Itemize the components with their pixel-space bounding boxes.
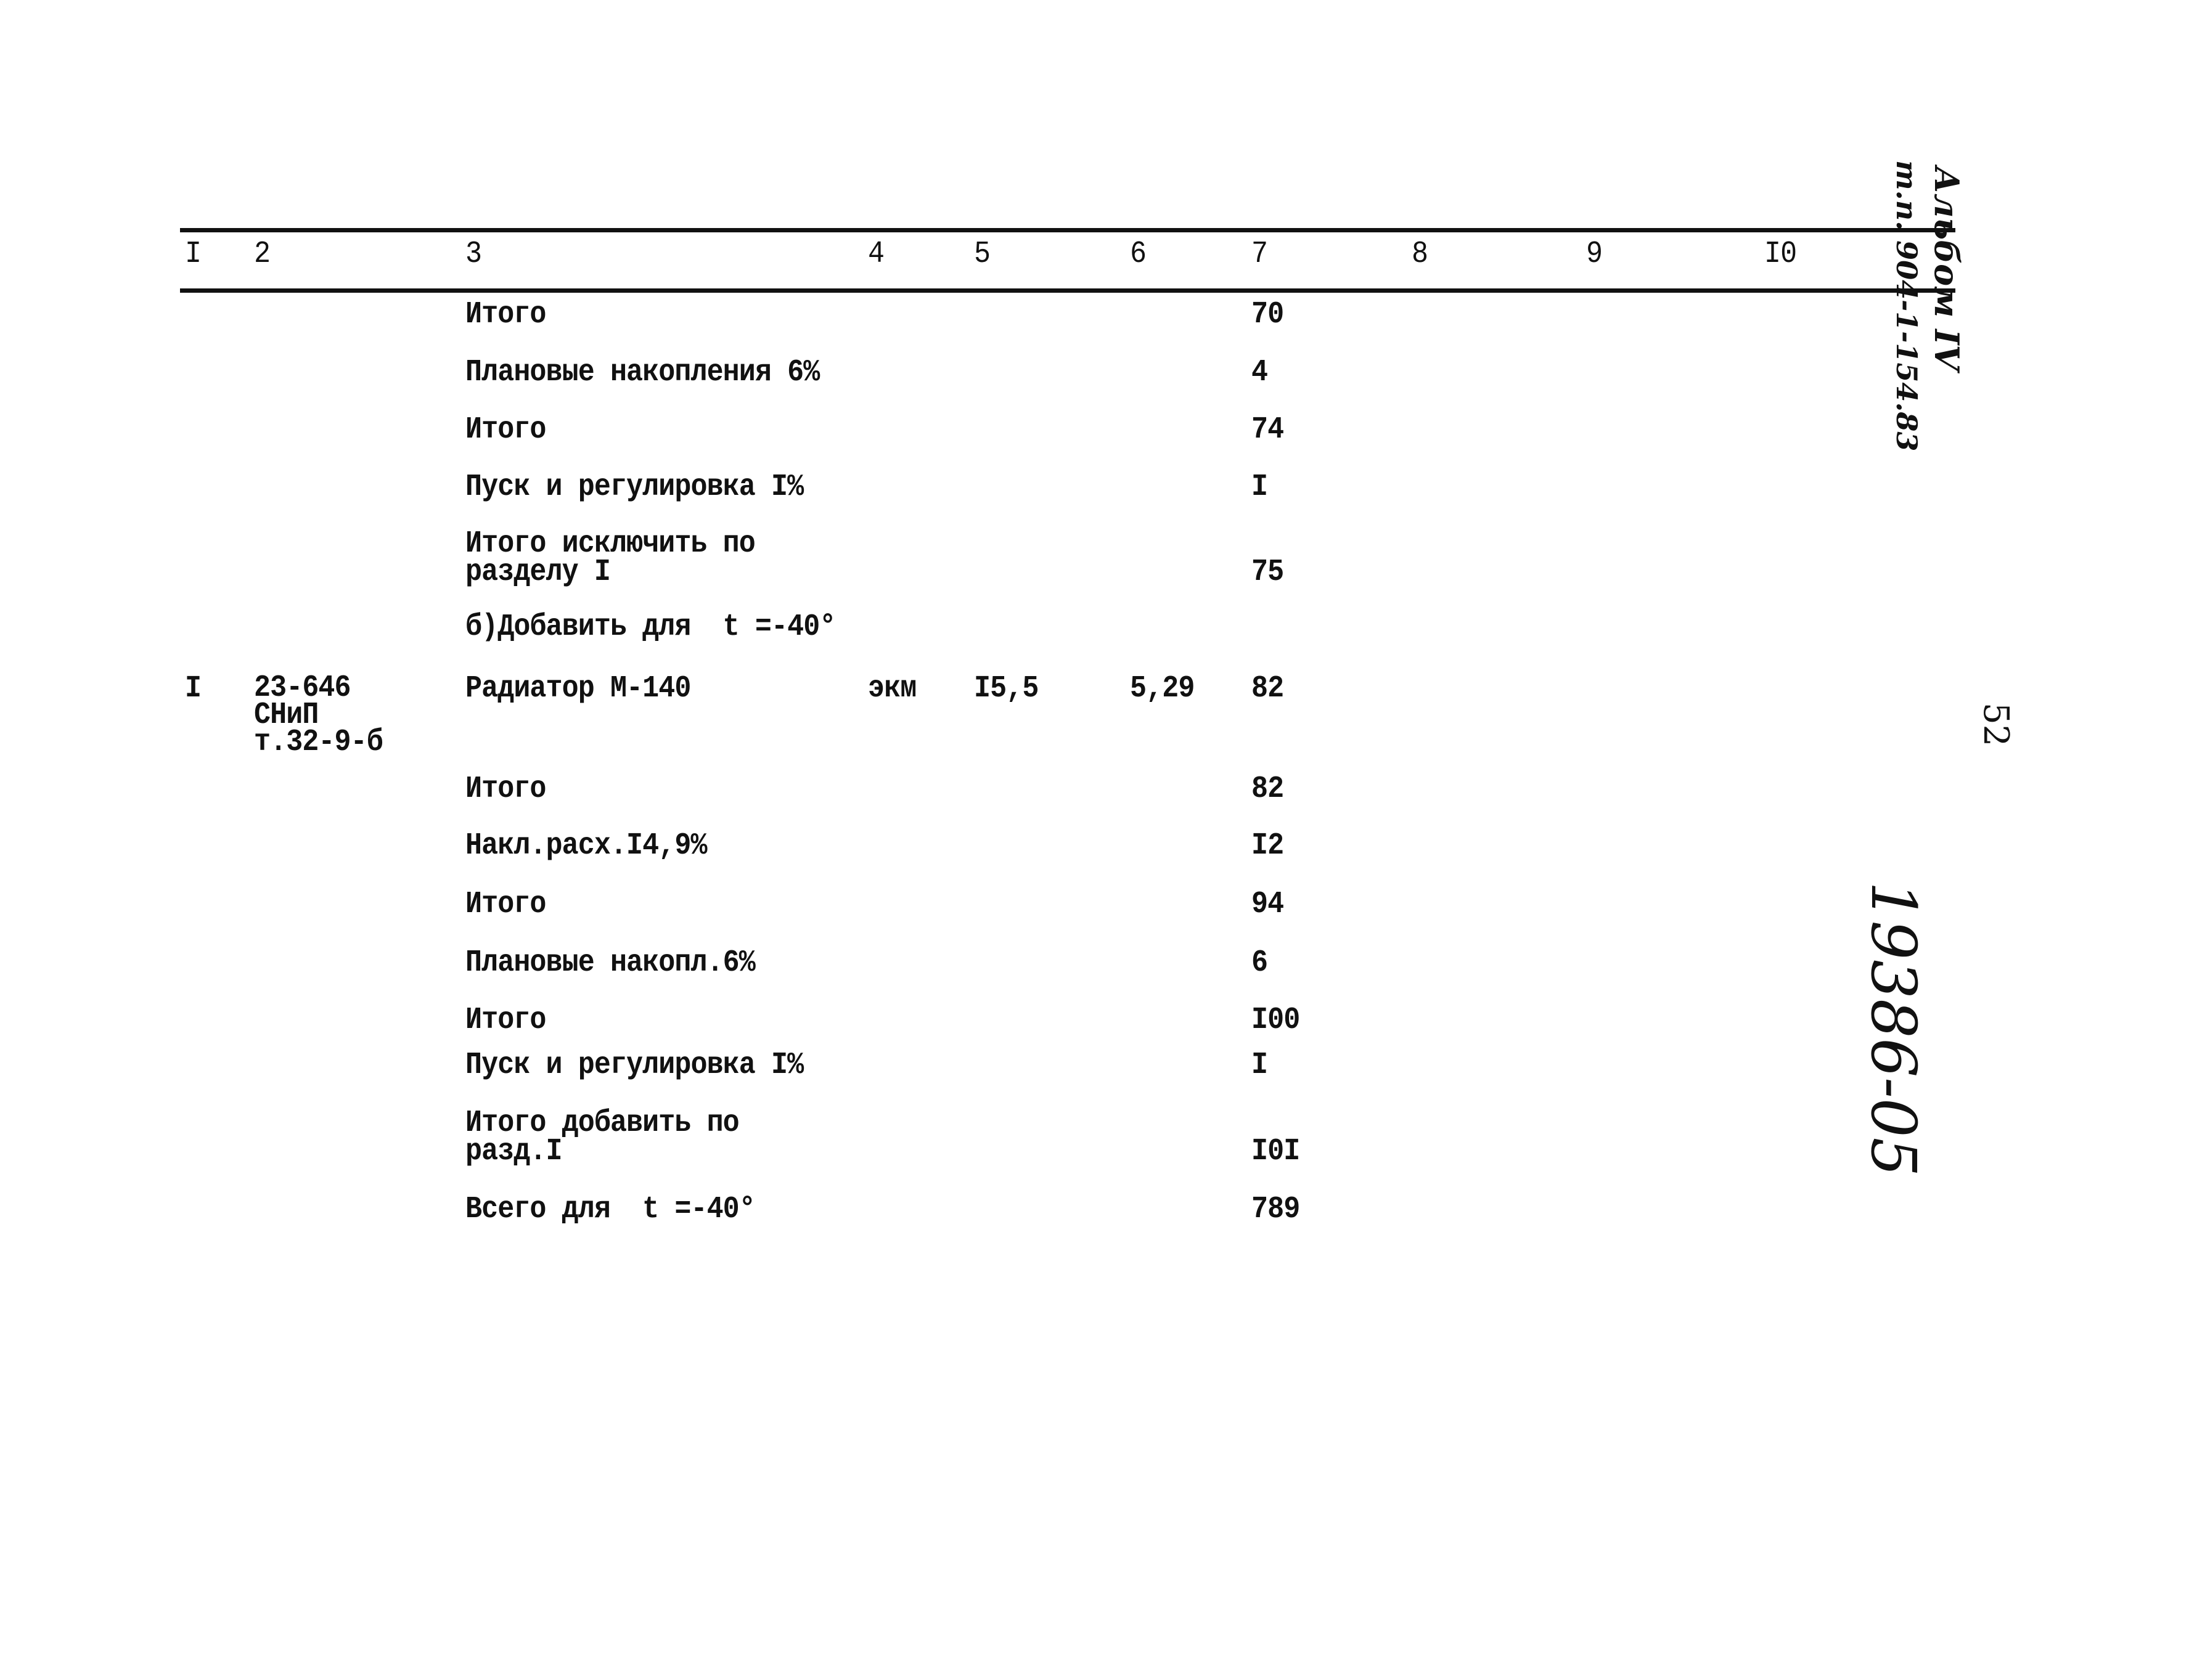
cell-col-3: Итого: [465, 887, 546, 922]
cell-col-2: 23-646 СНиП т.32-9-б: [254, 671, 383, 760]
column-number-10: I0: [1764, 237, 1797, 272]
cell-col-1: I: [185, 671, 202, 706]
column-number-7: 7: [1251, 237, 1268, 272]
page-number: 52: [1976, 703, 2016, 747]
inventory-number: 19386-05: [1857, 881, 1929, 1177]
cell-col-3: Всего для t =-40°: [465, 1192, 756, 1227]
cell-col-3: Радиатор М-140: [465, 671, 691, 706]
cell-col-7: 75: [1251, 555, 1284, 590]
cell-col-6: 5,29: [1130, 671, 1195, 706]
cell-col-4: экм: [868, 671, 917, 706]
cell-col-3: Итого добавить по разд.I: [465, 1106, 740, 1169]
cell-col-7: I2: [1251, 828, 1284, 863]
cell-col-7: 789: [1251, 1192, 1300, 1227]
cell-col-7: 70: [1251, 297, 1284, 332]
project-code: т.п. 904-1-154.83: [1890, 160, 1923, 452]
cell-col-7: I0I: [1251, 1134, 1300, 1169]
column-number-4: 4: [868, 237, 885, 272]
cell-col-3: Плановые накопления 6%: [465, 355, 820, 390]
cell-col-3: Накл.расх.I4,9%: [465, 828, 707, 863]
cell-col-3: Итого: [465, 772, 546, 807]
column-number-2: 2: [254, 237, 271, 272]
cell-col-7: I: [1251, 470, 1268, 505]
cell-col-7: 82: [1251, 671, 1284, 706]
header-bottom-rule: [180, 288, 1955, 293]
cell-col-7: I: [1251, 1048, 1268, 1083]
cell-col-3: Итого: [465, 297, 546, 332]
cell-col-3: Плановые накопл.6%: [465, 945, 756, 981]
column-number-5: 5: [974, 237, 991, 272]
cell-col-7: 74: [1251, 412, 1284, 447]
cell-col-3: Пуск и регулировка I%: [465, 1048, 804, 1083]
cell-col-3: Итого исключить по разделу I: [465, 526, 756, 590]
cell-col-7: 94: [1251, 887, 1284, 922]
column-number-1: I: [185, 237, 202, 272]
header-top-rule: [180, 228, 1955, 232]
column-number-8: 8: [1412, 237, 1428, 272]
column-number-3: 3: [465, 237, 482, 272]
cell-col-3: Пуск и регулировка I%: [465, 470, 804, 505]
cell-col-3: Итого: [465, 412, 546, 447]
column-number-9: 9: [1586, 237, 1603, 272]
cell-col-3: б)Добавить для t =-40°: [465, 610, 836, 645]
album-label: Альбом IV: [1927, 166, 1966, 371]
cell-col-7: I00: [1251, 1003, 1300, 1038]
cell-col-5: I5,5: [974, 671, 1039, 706]
column-number-6: 6: [1130, 237, 1147, 272]
cell-col-7: 82: [1251, 772, 1284, 807]
cell-col-3: Итого: [465, 1003, 546, 1038]
cell-col-7: 4: [1251, 355, 1268, 390]
cell-col-7: 6: [1251, 945, 1268, 981]
